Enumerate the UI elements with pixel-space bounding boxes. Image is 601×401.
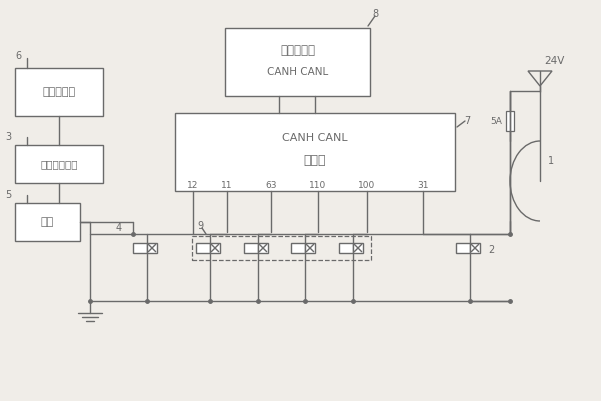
Text: 8: 8 [372, 9, 378, 19]
Bar [258, 243, 268, 253]
Bar [15, 203, 80, 241]
Bar [210, 243, 220, 253]
Bar [470, 243, 480, 253]
Bar [15, 68, 103, 116]
Text: 11: 11 [221, 182, 233, 190]
Text: 100: 100 [358, 182, 376, 190]
Bar [353, 243, 363, 253]
Text: 12: 12 [188, 182, 199, 190]
Bar [244, 243, 258, 253]
Bar [456, 243, 470, 253]
Bar [133, 243, 147, 253]
Text: 5: 5 [5, 190, 11, 200]
Bar [15, 145, 103, 183]
Bar [196, 243, 210, 253]
Text: 3: 3 [5, 132, 11, 142]
Text: 5A: 5A [490, 117, 502, 126]
Bar [305, 243, 315, 253]
Text: 110: 110 [310, 182, 326, 190]
Text: CANH CANL: CANH CANL [267, 67, 328, 77]
Text: 4: 4 [116, 223, 122, 233]
Bar [339, 243, 353, 253]
Text: CANH CANL: CANH CANL [282, 133, 348, 143]
Text: 24V: 24V [544, 56, 564, 66]
Text: 主泵: 主泵 [41, 217, 54, 227]
Text: 31: 31 [417, 182, 429, 190]
Text: 7: 7 [464, 116, 470, 126]
Text: 控制器: 控制器 [304, 154, 326, 166]
Text: 多功能机具: 多功能机具 [43, 87, 76, 97]
Bar [225, 28, 370, 96]
Text: 9: 9 [197, 221, 203, 231]
Text: 2: 2 [488, 245, 494, 255]
Text: 6: 6 [15, 51, 21, 61]
Text: 1: 1 [548, 156, 554, 166]
Bar [175, 113, 455, 191]
Text: 63: 63 [265, 182, 276, 190]
Bar [291, 243, 305, 253]
Bar [506, 111, 514, 131]
Bar [147, 243, 157, 253]
Text: 电子监控器: 电子监控器 [280, 43, 315, 57]
Bar [192, 236, 371, 260]
Text: 标准快换装置: 标准快换装置 [40, 159, 78, 169]
